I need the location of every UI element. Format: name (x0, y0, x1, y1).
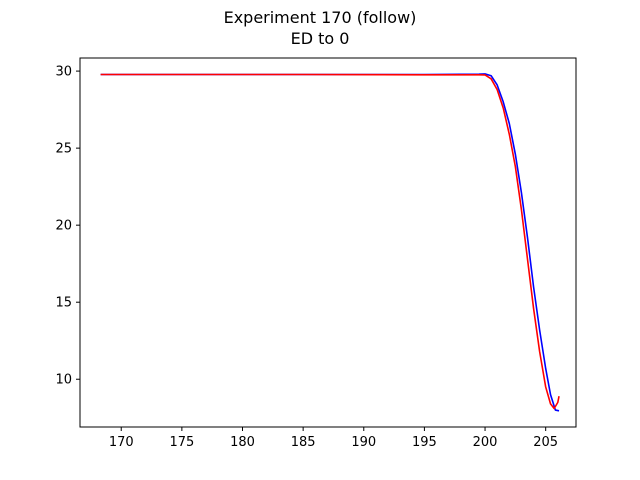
y-tick-label: 25 (55, 142, 72, 157)
series-line-0 (100, 73, 560, 412)
y-axis: 10 15 20 25 30 (55, 65, 80, 388)
y-tick-label: 30 (55, 65, 72, 80)
x-tick-label: 170 (109, 435, 134, 450)
y-tick-label: 20 (55, 219, 72, 234)
x-tick-label: 190 (351, 435, 376, 450)
x-tick-label: 205 (533, 435, 558, 450)
x-tick-label: 180 (230, 435, 255, 450)
y-tick-label: 10 (55, 373, 72, 388)
series-line-1 (100, 73, 560, 410)
x-axis: 170 175 180 185 190 195 200 205 (109, 427, 558, 450)
plot-frame (79, 57, 577, 428)
y-tick-label: 15 (55, 296, 72, 311)
chart-title-line1: Experiment 170 (follow) (223, 8, 417, 27)
x-tick-label: 185 (291, 435, 316, 450)
chart-title-line2: ED to 0 (290, 29, 350, 48)
x-tick-label: 175 (169, 435, 194, 450)
x-tick-label: 200 (473, 435, 498, 450)
plot-area (100, 73, 560, 412)
x-tick-label: 195 (412, 435, 437, 450)
